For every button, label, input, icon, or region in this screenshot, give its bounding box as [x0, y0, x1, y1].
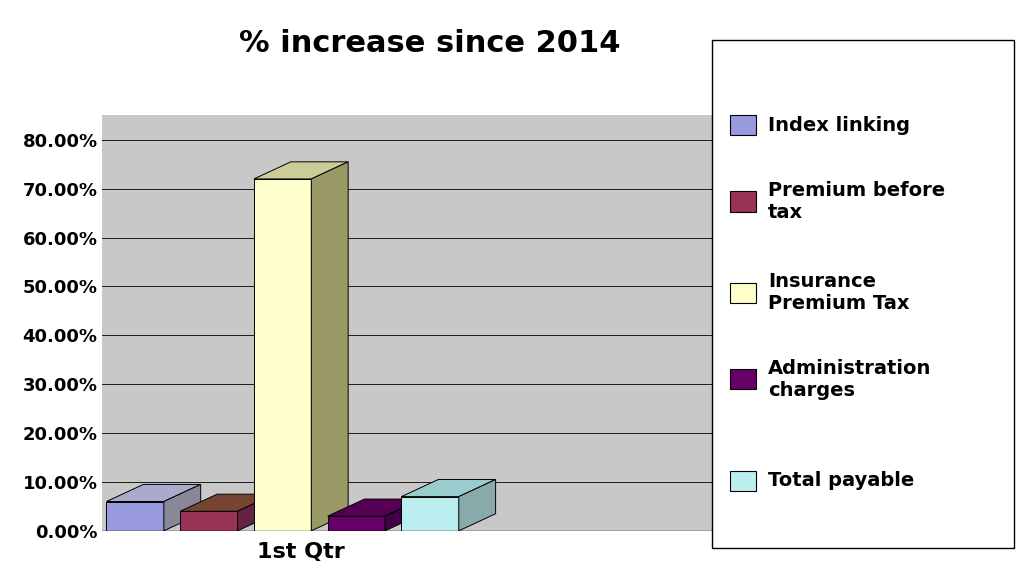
FancyBboxPatch shape [401, 497, 459, 531]
Polygon shape [164, 485, 201, 531]
Text: Administration
charges: Administration charges [768, 359, 932, 400]
Polygon shape [254, 162, 348, 179]
Polygon shape [401, 479, 496, 497]
Polygon shape [180, 494, 274, 511]
FancyBboxPatch shape [180, 511, 238, 531]
Text: % increase since 2014: % increase since 2014 [240, 29, 621, 58]
Polygon shape [328, 499, 422, 516]
Text: Index linking: Index linking [768, 116, 910, 135]
FancyBboxPatch shape [106, 501, 164, 531]
Polygon shape [106, 485, 201, 501]
Polygon shape [459, 479, 496, 531]
Polygon shape [238, 494, 274, 531]
FancyBboxPatch shape [254, 179, 311, 531]
Polygon shape [311, 162, 348, 531]
Text: Premium before
tax: Premium before tax [768, 181, 945, 222]
FancyBboxPatch shape [328, 516, 385, 531]
Polygon shape [385, 499, 422, 531]
Text: Total payable: Total payable [768, 471, 914, 490]
Text: Insurance
Premium Tax: Insurance Premium Tax [768, 272, 909, 313]
